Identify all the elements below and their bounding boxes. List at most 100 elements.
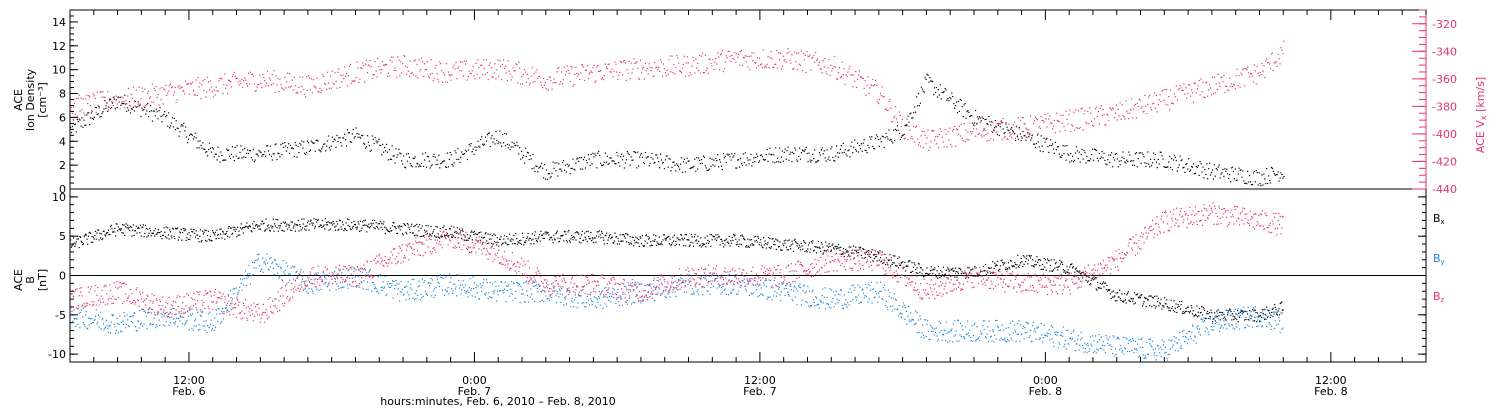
bx-point <box>658 236 660 238</box>
vx-point <box>340 74 342 76</box>
bx-point <box>1261 316 1263 318</box>
ion-density-point <box>753 157 755 159</box>
bx-point <box>178 236 180 238</box>
ion-density-point <box>817 160 819 162</box>
vx-point <box>826 73 828 75</box>
bx-point <box>192 231 194 233</box>
vx-point <box>698 69 700 72</box>
bx-point <box>682 239 684 241</box>
bx-point <box>122 232 124 234</box>
ion-density-point <box>1028 135 1030 138</box>
ion-density-point <box>628 153 630 156</box>
bx-point <box>1143 301 1145 303</box>
bx-point <box>657 242 659 244</box>
vx-point <box>206 91 208 93</box>
vx-point <box>1004 136 1006 138</box>
ion-density-point <box>378 138 380 140</box>
vx-point <box>694 72 696 74</box>
bx-point <box>449 228 451 230</box>
bx-point <box>1079 273 1082 275</box>
bx-point <box>1204 317 1206 319</box>
by-point <box>83 323 85 325</box>
by-point <box>196 309 198 311</box>
vx-point <box>1226 85 1228 87</box>
vx-point <box>1069 109 1071 111</box>
bx-point <box>172 228 174 230</box>
vx-point <box>1110 108 1112 110</box>
bx-point <box>406 223 409 225</box>
bx-point <box>1069 266 1071 268</box>
vx-point <box>561 71 563 73</box>
bx-point <box>650 240 652 243</box>
vx-point <box>475 62 477 64</box>
ion-density-point <box>766 148 768 151</box>
ion-density-point <box>861 150 863 152</box>
vx-point <box>1246 68 1248 71</box>
vx-point <box>303 88 305 91</box>
ion-density-point <box>783 151 785 153</box>
bx-point <box>407 224 409 226</box>
ion-density-point <box>273 153 275 155</box>
vx-point <box>215 86 217 88</box>
bx-point <box>1214 320 1216 322</box>
bx-point <box>518 242 520 244</box>
ion-density-point <box>308 150 310 152</box>
ion-density-point <box>972 122 974 124</box>
bx-point <box>992 261 994 263</box>
bx-point <box>934 267 936 269</box>
bx-point <box>1149 304 1151 307</box>
by-point <box>203 320 205 322</box>
ion-density-point <box>409 163 411 165</box>
bx-point <box>270 225 272 227</box>
vx-point <box>146 103 148 106</box>
bx-point <box>652 240 654 242</box>
bx-point <box>884 253 886 255</box>
vx-point <box>446 81 448 83</box>
bx-point <box>95 230 97 233</box>
by-point <box>371 290 373 292</box>
bx-point <box>703 243 705 245</box>
ion-density-point <box>1111 152 1113 154</box>
ion-density-point <box>482 143 484 145</box>
ion-density-point <box>418 166 420 168</box>
bx-point <box>177 227 179 229</box>
bx-point <box>281 229 283 231</box>
bx-point <box>1230 311 1232 313</box>
vx-point <box>812 56 814 58</box>
vx-point <box>663 68 665 70</box>
bx-point <box>1147 299 1149 301</box>
vx-point <box>905 123 907 125</box>
bx-point <box>365 224 367 226</box>
vx-point <box>389 59 391 61</box>
bx-point <box>198 241 200 243</box>
ion-density-point <box>895 128 897 130</box>
ion-density-point <box>325 150 327 152</box>
vx-point <box>859 76 861 78</box>
bx-point <box>458 233 460 235</box>
vx-point <box>385 63 387 66</box>
ion-density-point <box>1260 184 1262 187</box>
vx-point <box>105 105 107 107</box>
bx-point <box>942 274 944 276</box>
vx-point <box>503 59 505 61</box>
vx-point <box>590 70 592 72</box>
bx-point <box>894 255 896 257</box>
vx-point <box>1191 92 1194 94</box>
bx-point <box>1029 257 1032 259</box>
bx-point <box>557 237 559 239</box>
by-point <box>285 262 287 264</box>
bx-point <box>935 276 937 278</box>
vx-point <box>1256 65 1258 68</box>
ion-density-point <box>209 147 212 149</box>
vx-point <box>328 87 330 89</box>
ion-density-point <box>1020 139 1022 142</box>
vx-point <box>699 72 702 74</box>
bx-point <box>1212 318 1214 320</box>
ion-density-point <box>1279 177 1281 179</box>
by-point <box>245 285 247 287</box>
ion-density-point <box>311 141 313 143</box>
bx-point <box>234 230 237 232</box>
bx-point <box>472 231 474 233</box>
ion-density-point <box>958 110 960 112</box>
